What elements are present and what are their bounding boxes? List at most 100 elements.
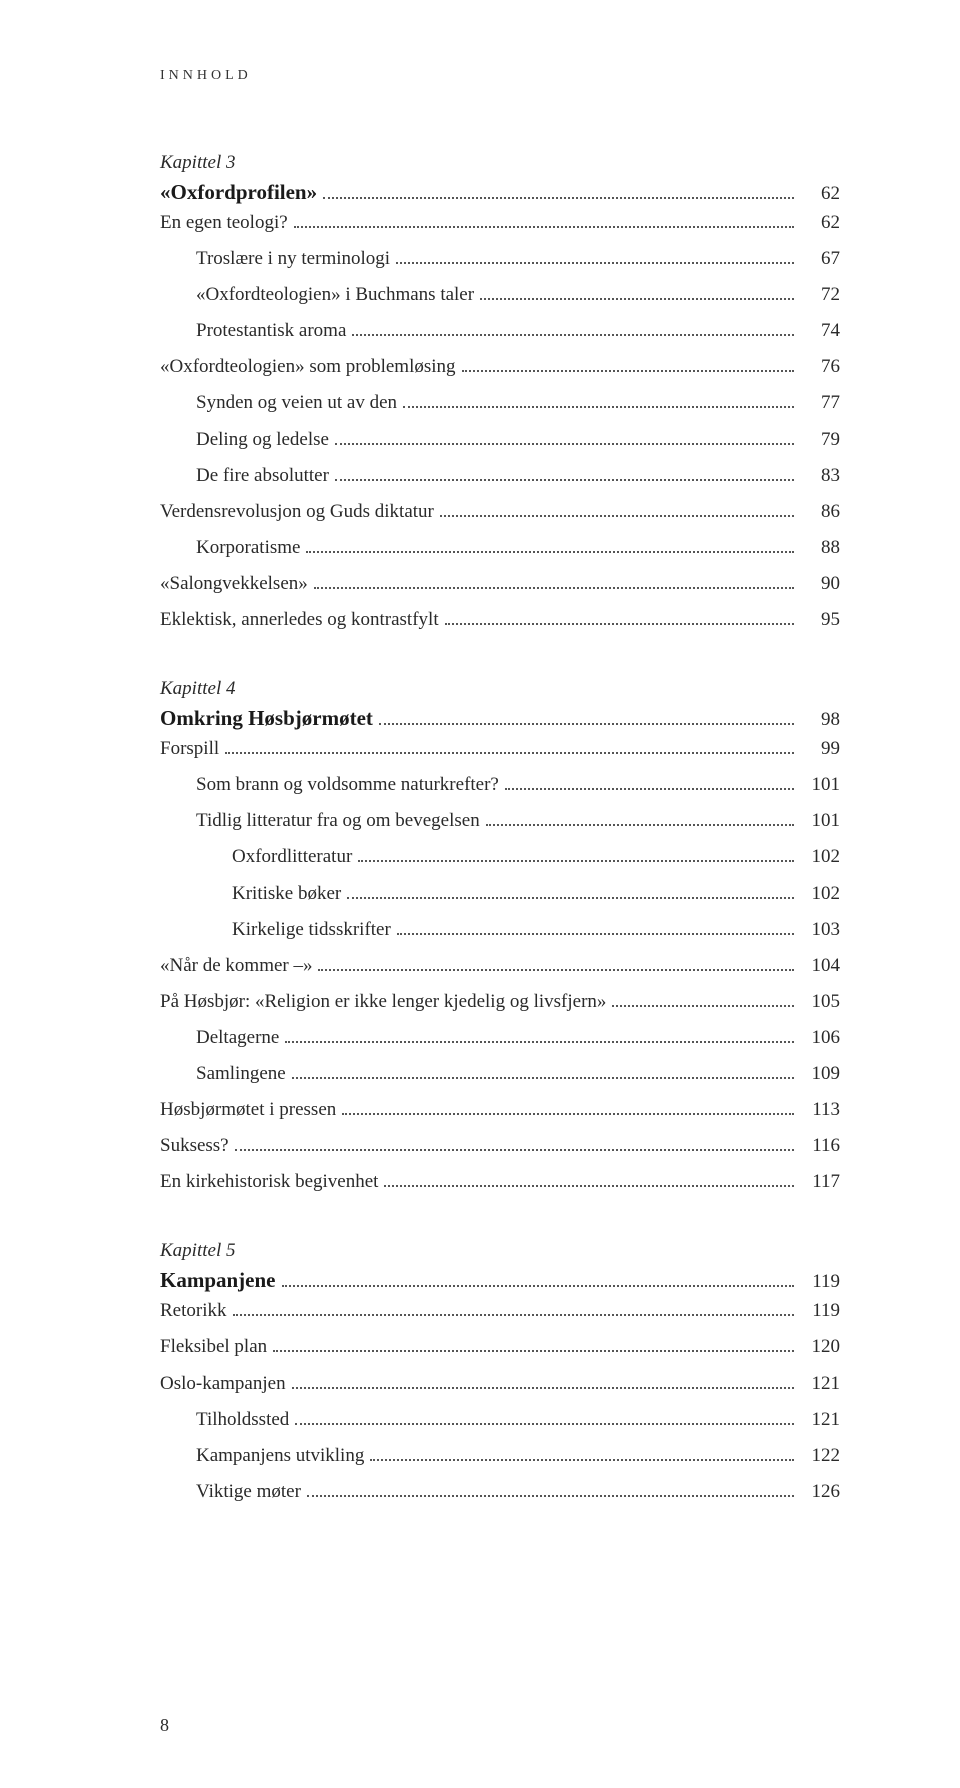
chapter-title: «Oxfordprofilen»: [160, 180, 317, 205]
toc-entry-page: 77: [800, 385, 840, 421]
toc-entry-label: De fire absolutter: [196, 458, 329, 494]
toc-entry: Kirkelige tidsskrifter103: [160, 912, 840, 948]
toc-entry-page: 76: [800, 349, 840, 385]
toc-entry: Tidlig litteratur fra og om bevegelsen10…: [160, 803, 840, 839]
toc-entry-label: Fleksibel plan: [160, 1329, 267, 1365]
toc-entry-label: Troslære i ny terminologi: [196, 241, 390, 277]
toc-leader-dots: [486, 824, 794, 826]
toc-entry: Verdensrevolusjon og Guds diktatur 86: [160, 494, 840, 530]
toc-entry-page: 62: [800, 205, 840, 241]
toc-leader-dots: [225, 752, 794, 754]
toc-leader-dots: [282, 1285, 795, 1287]
toc-entry-label: Kritiske bøker: [232, 876, 341, 912]
toc-leader-dots: [396, 262, 794, 264]
toc-entry-page: 72: [800, 277, 840, 313]
toc-entry-label: Verdensrevolusjon og Guds diktatur: [160, 494, 434, 530]
toc-entry-page: 126: [800, 1474, 840, 1510]
toc-entry: «Når de kommer –»104: [160, 948, 840, 984]
toc-leader-dots: [440, 515, 794, 517]
toc-leader-dots: [306, 551, 794, 553]
toc-leader-dots: [318, 969, 794, 971]
toc-chapter-section: Kapittel 4 Omkring Høsbjørmøtet 98 Forspill…: [160, 678, 840, 1200]
toc-entry-label: Protestantisk aroma: [196, 313, 346, 349]
toc-leader-dots: [233, 1314, 795, 1316]
toc-leader-dots: [294, 226, 794, 228]
toc-entry: «Oxfordteologien» som problemløsing 76: [160, 349, 840, 385]
toc-leader-dots: [403, 406, 794, 408]
toc-entry-page: 102: [800, 839, 840, 875]
toc-entry-label: «Salongvekkelsen»: [160, 566, 308, 602]
toc-entry-page: 67: [800, 241, 840, 277]
toc-entry: På Høsbjør: «Religion er ikke lenger kje…: [160, 984, 840, 1020]
toc-entry-page: 79: [800, 422, 840, 458]
toc-entry: En egen teologi?62: [160, 205, 840, 241]
table-of-contents: Kapittel 3«Oxfordprofilen»62En egen teol…: [160, 152, 840, 1510]
toc-entry-label: Forspill: [160, 731, 219, 767]
chapter-title: Omkring Høsbjørmøtet: [160, 706, 373, 731]
toc-entry-label: En kirkehistorisk begivenhet: [160, 1164, 378, 1200]
toc-entry-page: 88: [800, 530, 840, 566]
toc-entry: Suksess?116: [160, 1128, 840, 1164]
toc-entry-page: 122: [800, 1438, 840, 1474]
toc-entry-label: Kirkelige tidsskrifter: [232, 912, 391, 948]
toc-leader-dots: [347, 897, 794, 899]
toc-leader-dots: [358, 860, 794, 862]
toc-entry-page: 83: [800, 458, 840, 494]
toc-leader-dots: [379, 723, 794, 725]
chapter-page-number: 62: [800, 183, 840, 205]
toc-leader-dots: [292, 1077, 794, 1079]
toc-entry-page: 74: [800, 313, 840, 349]
toc-entry: Korporatisme88: [160, 530, 840, 566]
toc-entry: De fire absolutter 83: [160, 458, 840, 494]
chapter-page-number: 98: [800, 709, 840, 731]
toc-entry-page: 90: [800, 566, 840, 602]
toc-leader-dots: [342, 1113, 794, 1115]
toc-entry: Protestantisk aroma 74: [160, 313, 840, 349]
toc-entry: Synden og veien ut av den77: [160, 385, 840, 421]
toc-entry-label: Oslo-kampanjen: [160, 1366, 286, 1402]
toc-leader-dots: [462, 370, 794, 372]
toc-entry: Retorikk119: [160, 1293, 840, 1329]
toc-entry: Fleksibel plan120: [160, 1329, 840, 1365]
toc-entry-label: Retorikk: [160, 1293, 227, 1329]
toc-entry: Oslo-kampanjen121: [160, 1366, 840, 1402]
toc-entry-page: 113: [800, 1092, 840, 1128]
toc-entry-label: Suksess?: [160, 1128, 229, 1164]
toc-entry-label: Tilholdssted: [196, 1402, 289, 1438]
toc-leader-dots: [335, 443, 794, 445]
toc-entry-label: Samlingene: [196, 1056, 286, 1092]
chapter-title-row: Kampanjene119: [160, 1268, 840, 1293]
chapter-page-number: 119: [800, 1271, 840, 1293]
toc-entry-label: Kampanjens utvikling: [196, 1438, 364, 1474]
toc-entry-label: «Oxfordteologien» i Buchmans taler: [196, 277, 474, 313]
toc-entry-page: 102: [800, 876, 840, 912]
toc-entry-label: Eklektisk, annerledes og kontrastfylt: [160, 602, 439, 638]
toc-leader-dots: [235, 1149, 794, 1151]
toc-leader-dots: [285, 1041, 794, 1043]
toc-entry-page: 109: [800, 1056, 840, 1092]
chapter-title-row: «Oxfordprofilen» 62: [160, 180, 840, 205]
toc-entry-page: 101: [800, 803, 840, 839]
toc-leader-dots: [335, 479, 794, 481]
toc-entry-page: 105: [800, 984, 840, 1020]
toc-chapter-section: Kapittel 5Kampanjene119Retorikk119Fleksi…: [160, 1240, 840, 1510]
toc-leader-dots: [352, 334, 794, 336]
toc-entry-label: Oxfordlitteratur: [232, 839, 352, 875]
toc-entry: Troslære i ny terminologi 67: [160, 241, 840, 277]
toc-leader-dots: [295, 1423, 794, 1425]
toc-entry: Oxfordlitteratur 102: [160, 839, 840, 875]
toc-leader-dots: [445, 623, 794, 625]
toc-entry-label: På Høsbjør: «Religion er ikke lenger kje…: [160, 984, 606, 1020]
toc-entry: Samlingene 109: [160, 1056, 840, 1092]
toc-leader-dots: [273, 1350, 794, 1352]
toc-entry-page: 86: [800, 494, 840, 530]
toc-entry: En kirkehistorisk begivenhet117: [160, 1164, 840, 1200]
toc-entry: Kritiske bøker 102: [160, 876, 840, 912]
toc-chapter-section: Kapittel 3«Oxfordprofilen»62En egen teol…: [160, 152, 840, 638]
toc-entry: Viktige møter126: [160, 1474, 840, 1510]
toc-entry: Tilholdssted121: [160, 1402, 840, 1438]
chapter-label: Kapittel 5: [160, 1240, 840, 1262]
toc-entry: Som brann og voldsomme naturkrefter?101: [160, 767, 840, 803]
chapter-label: Kapittel 4: [160, 678, 840, 700]
toc-entry-label: «Oxfordteologien» som problemløsing: [160, 349, 456, 385]
